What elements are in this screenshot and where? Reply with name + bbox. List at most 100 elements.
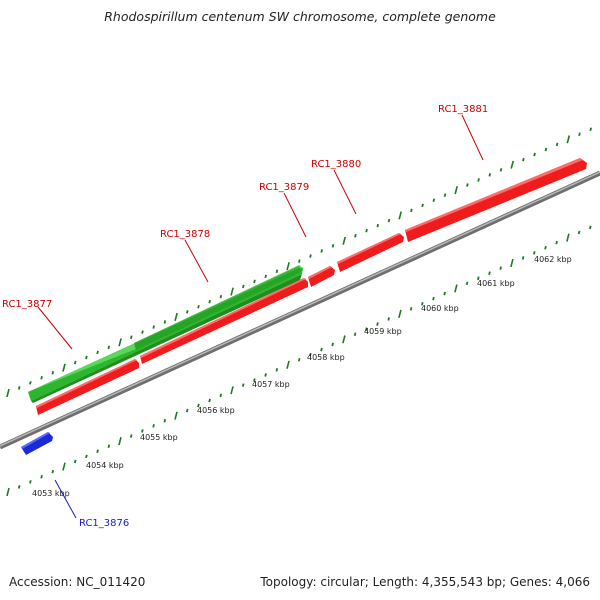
gene-label-rc1-3877[interactable]: RC1_3877 bbox=[2, 299, 52, 310]
minor-tick bbox=[421, 203, 424, 208]
leader-rc1-3876 bbox=[54, 479, 77, 519]
gene-label-rc1-3880[interactable]: RC1_3880 bbox=[311, 159, 361, 170]
scale-label: 4055 kbp bbox=[140, 433, 178, 442]
topology-text: Topology: circular; Length: 4,355,543 bp… bbox=[260, 575, 590, 589]
minor-tick bbox=[253, 378, 256, 382]
minor-tick bbox=[331, 244, 335, 248]
gene-label-rc1-3879[interactable]: RC1_3879 bbox=[259, 182, 309, 193]
scale-label: 4062 kbp bbox=[534, 255, 572, 264]
scale-label: 4056 kbp bbox=[197, 406, 235, 415]
minor-tick bbox=[185, 408, 189, 413]
leader-rc1-3881 bbox=[461, 114, 484, 161]
gene-arrow-rc1-3881-red[interactable] bbox=[405, 158, 587, 242]
scale-label: 4059 kbp bbox=[364, 327, 402, 336]
backbone bbox=[0, 170, 600, 450]
major-tick bbox=[342, 236, 346, 245]
minor-tick bbox=[465, 281, 469, 286]
leader-rc1-3879 bbox=[283, 192, 307, 238]
minor-tick bbox=[51, 370, 55, 375]
inner-tick-ring bbox=[6, 225, 592, 497]
major-tick bbox=[286, 360, 290, 369]
minor-tick bbox=[264, 274, 267, 279]
gene-arrow-rc1-3878-green[interactable] bbox=[134, 266, 301, 350]
minor-tick bbox=[130, 335, 133, 340]
minor-tick bbox=[275, 269, 279, 274]
major-tick bbox=[174, 312, 178, 321]
minor-tick bbox=[544, 147, 548, 152]
scale-label: 4061 kbp bbox=[477, 279, 515, 288]
minor-tick bbox=[96, 449, 99, 454]
minor-tick bbox=[264, 373, 267, 377]
minor-tick bbox=[421, 301, 424, 306]
scale-label: 4058 kbp bbox=[307, 353, 345, 362]
minor-tick bbox=[577, 230, 581, 235]
minor-tick bbox=[73, 360, 77, 365]
major-tick bbox=[566, 135, 571, 144]
minor-tick bbox=[241, 383, 245, 387]
minor-tick bbox=[521, 256, 525, 260]
minor-tick bbox=[555, 240, 558, 245]
minor-tick bbox=[29, 381, 32, 385]
minor-tick bbox=[522, 157, 525, 162]
minor-tick bbox=[477, 178, 480, 182]
major-tick bbox=[454, 284, 458, 293]
major-tick bbox=[62, 462, 66, 471]
major-tick bbox=[510, 160, 514, 169]
major-tick bbox=[118, 338, 122, 347]
major-tick bbox=[398, 211, 402, 220]
label-leaders bbox=[37, 114, 484, 519]
minor-tick bbox=[219, 393, 223, 398]
major-tick bbox=[6, 388, 10, 398]
leader-rc1-3877 bbox=[37, 306, 73, 350]
minor-tick bbox=[432, 198, 436, 203]
minor-tick bbox=[242, 284, 245, 289]
minor-tick bbox=[253, 279, 256, 284]
scale-label: 4054 kbp bbox=[86, 461, 124, 470]
gene-label-rc1-3878[interactable]: RC1_3878 bbox=[160, 229, 210, 240]
major-tick bbox=[230, 386, 234, 395]
minor-tick bbox=[51, 469, 55, 474]
minor-tick bbox=[589, 127, 592, 132]
minor-tick bbox=[297, 357, 301, 362]
minor-tick bbox=[152, 424, 155, 428]
minor-tick bbox=[208, 299, 211, 304]
major-tick bbox=[6, 487, 10, 497]
minor-tick bbox=[163, 418, 167, 423]
gene-label-rc1-3876[interactable]: RC1_3876 bbox=[79, 518, 129, 529]
minor-tick bbox=[432, 296, 435, 301]
minor-tick bbox=[309, 352, 312, 357]
minor-tick bbox=[163, 320, 167, 324]
major-tick bbox=[62, 363, 66, 372]
major-tick bbox=[566, 233, 570, 242]
minor-tick bbox=[331, 342, 334, 347]
minor-tick bbox=[410, 208, 413, 213]
major-tick bbox=[286, 262, 290, 271]
gene-arrow-rc1-3880-red[interactable] bbox=[337, 233, 404, 272]
minor-tick bbox=[141, 330, 144, 334]
major-tick bbox=[510, 258, 514, 268]
gene-arrow-rc1-3876-blue[interactable] bbox=[21, 432, 53, 455]
gene-label-rc1-3881[interactable]: RC1_3881 bbox=[438, 104, 488, 115]
gene-arrow-rc1-3877-red[interactable] bbox=[36, 359, 139, 415]
minor-tick bbox=[443, 193, 447, 197]
gene-arrow-rc1-3878-red[interactable] bbox=[140, 278, 308, 364]
minor-tick bbox=[488, 271, 491, 276]
map-title: Rhodospirillum centenum SW chromosome, c… bbox=[104, 9, 496, 24]
minor-tick bbox=[275, 368, 279, 372]
minor-tick bbox=[365, 327, 368, 331]
minor-tick bbox=[107, 444, 111, 449]
minor-tick bbox=[365, 228, 368, 233]
major-tick bbox=[174, 411, 178, 420]
minor-tick bbox=[353, 332, 357, 337]
minor-tick bbox=[208, 398, 211, 403]
minor-tick bbox=[555, 142, 559, 147]
minor-tick bbox=[409, 307, 413, 311]
minor-tick bbox=[320, 347, 323, 352]
gene-arrow-rc1-3879-red[interactable] bbox=[308, 266, 335, 287]
minor-tick bbox=[387, 317, 390, 321]
minor-tick bbox=[73, 459, 77, 464]
minor-tick bbox=[376, 322, 379, 326]
minor-tick bbox=[129, 434, 133, 438]
minor-tick bbox=[309, 254, 312, 258]
outer-tick-ring bbox=[6, 127, 592, 398]
